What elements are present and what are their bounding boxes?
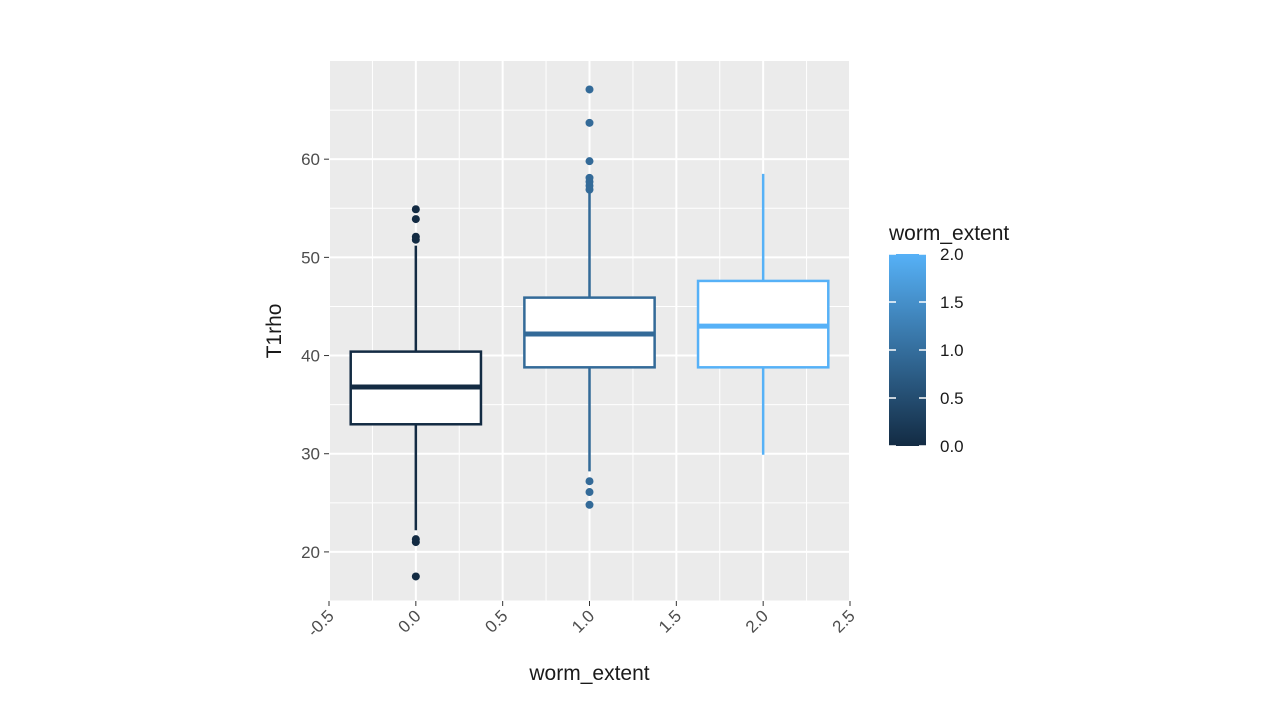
colorbar-ticks: 0.0 0.5 1.0 1.5 2.0: [889, 245, 964, 456]
colorbar-label: 0.5: [940, 389, 964, 408]
box-layer: [349, 85, 830, 581]
y-tick-label: 20: [301, 543, 320, 562]
legend: worm_extent 0.0 0.5 1.0 1.5 2.0: [888, 222, 1009, 456]
box-1.0: [523, 85, 656, 509]
box-0.0: [349, 205, 483, 581]
y-axis-title: T1rho: [263, 304, 286, 359]
colorbar-label: 2.0: [940, 245, 964, 264]
x-tick-label: 1.0: [568, 606, 598, 636]
outlier-point: [585, 118, 594, 127]
x-tick-label: 0.0: [395, 606, 425, 636]
x-axis-title: worm_extent: [528, 662, 649, 685]
x-tick-label: 0.5: [481, 606, 511, 636]
x-tick-label: 1.5: [655, 606, 685, 636]
y-tick-label: 30: [301, 445, 320, 464]
outlier-point: [411, 232, 420, 241]
outlier-point: [411, 205, 420, 214]
outlier-point: [585, 173, 594, 182]
box-2.0: [696, 173, 830, 455]
x-tick-label: -0.5: [304, 606, 338, 640]
colorbar-label: 1.5: [940, 293, 964, 312]
x-tick-label: 2.0: [742, 606, 772, 636]
y-tick-label: 50: [301, 248, 320, 267]
outlier-point: [411, 535, 420, 544]
outlier-point: [585, 500, 594, 509]
outlier-point: [585, 157, 594, 166]
outlier-point: [411, 572, 420, 581]
y-tick-label: 40: [301, 347, 320, 366]
colorbar-label: 0.0: [940, 437, 964, 456]
x-tick-label: 2.5: [829, 606, 859, 636]
y-tick-label: 60: [301, 150, 320, 169]
colorbar-label: 1.0: [940, 341, 964, 360]
outlier-point: [585, 477, 594, 486]
legend-title: worm_extent: [888, 222, 1009, 245]
outlier-point: [585, 488, 594, 497]
outlier-point: [411, 215, 420, 224]
outlier-point: [585, 85, 594, 94]
